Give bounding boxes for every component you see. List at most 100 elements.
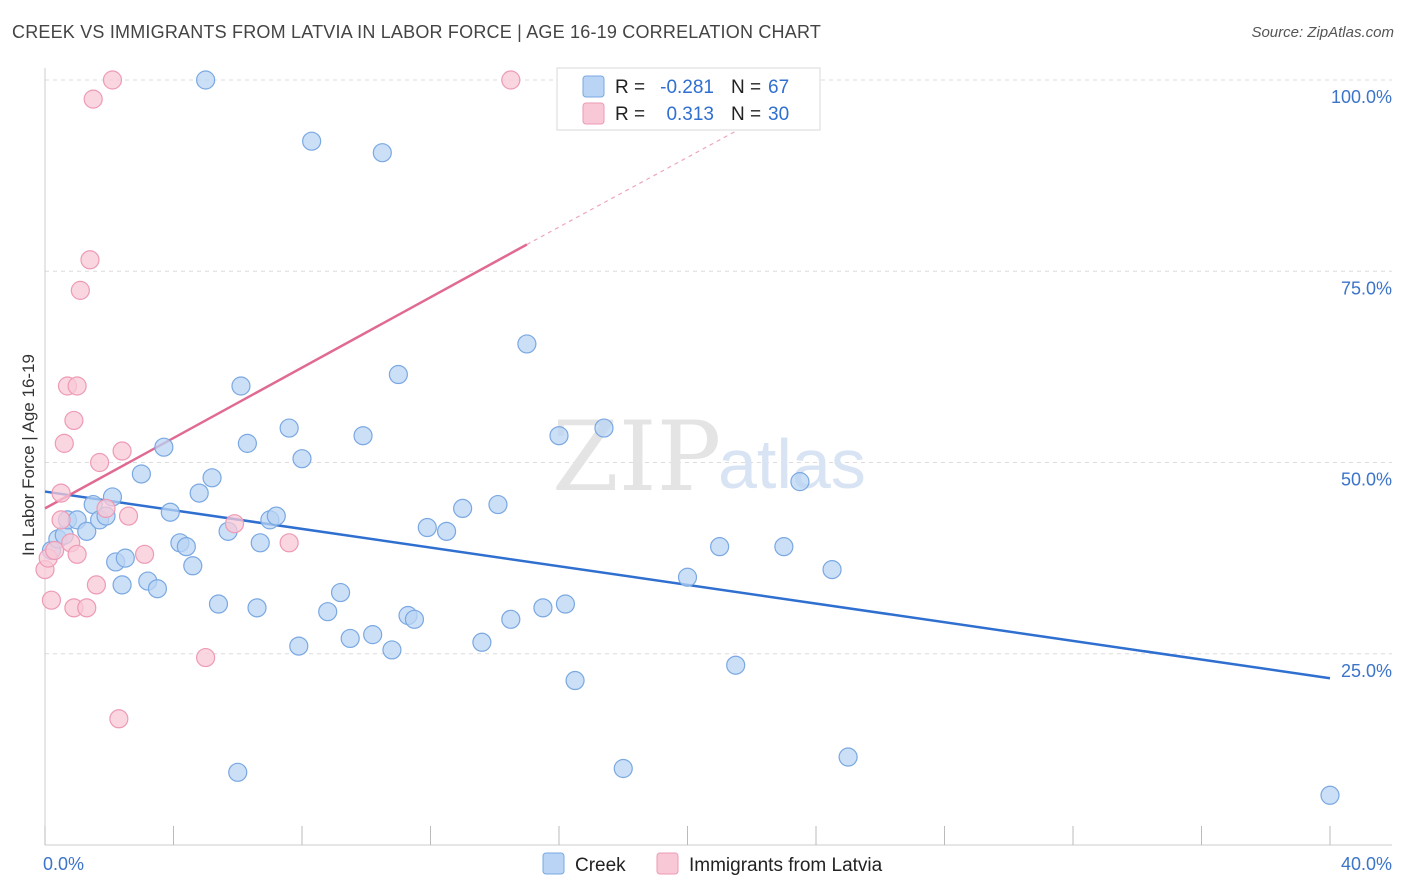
latvia-point <box>90 452 110 473</box>
y-tick-label: 50.0% <box>1341 470 1392 490</box>
creek-point <box>115 548 135 568</box>
creek-point <box>340 628 360 649</box>
latvia-point <box>51 510 71 530</box>
legend: R = -0.281 N = 67 R = 0.313 N = 30 <box>556 67 821 131</box>
latvia-point <box>77 598 97 618</box>
creek-point <box>154 437 174 457</box>
legend-r-value: 0.313 <box>666 104 714 125</box>
legend-swatch-creek <box>582 75 605 98</box>
creek-point <box>196 70 216 90</box>
bottom-legend-creek: Creek <box>575 855 626 876</box>
creek-point <box>77 521 97 541</box>
creek-point <box>318 602 338 622</box>
bottom-legend-swatch-creek <box>542 852 565 875</box>
creek-point <box>228 762 248 782</box>
latvia-point <box>70 280 90 300</box>
creek-point <box>237 433 257 453</box>
chart-title: CREEK VS IMMIGRANTS FROM LATVIA IN LABOR… <box>12 22 822 42</box>
latvia-point <box>501 70 521 90</box>
latvia-point <box>64 410 84 431</box>
creek-point <box>279 418 299 438</box>
creek-point <box>176 537 196 557</box>
creek-point <box>302 131 322 151</box>
legend-r-label: R = <box>615 104 645 125</box>
creek-point <box>594 418 614 438</box>
source-credit: Source: ZipAtlas.com <box>1251 24 1394 41</box>
creek-point <box>363 625 383 645</box>
creek-point <box>549 426 569 446</box>
latvia-point <box>45 540 65 561</box>
creek-point <box>208 594 229 614</box>
y-tick-label: 100.0% <box>1331 87 1392 107</box>
creek-point <box>790 472 810 492</box>
legend-n-label: N = <box>731 77 761 98</box>
creek-point <box>555 594 576 614</box>
creek-point <box>417 517 437 538</box>
creek-point <box>838 747 858 767</box>
latvia-point <box>196 647 216 668</box>
y-tick-label: 25.0% <box>1341 661 1392 681</box>
creek-point <box>565 670 585 691</box>
legend-n-value: 30 <box>768 104 789 125</box>
bottom-legend: Creek Immigrants from Latvia <box>542 852 883 876</box>
latvia-point <box>134 544 155 564</box>
legend-r-label: R = <box>615 77 645 98</box>
creek-point <box>501 609 521 629</box>
latvia-point <box>83 89 103 109</box>
creek-point <box>517 334 537 354</box>
creek-point <box>183 556 203 576</box>
creek-point <box>488 494 508 515</box>
creek-point <box>112 575 132 595</box>
data-points <box>35 70 1340 805</box>
creek-point <box>131 464 151 484</box>
latvia-point <box>51 483 71 503</box>
latvia-point <box>41 590 62 610</box>
creek-point <box>147 579 168 599</box>
legend-n-label: N = <box>731 104 761 125</box>
grid-lines <box>45 79 1392 655</box>
latvia-point <box>109 709 129 729</box>
x-tick-label-max: 40.0% <box>1341 854 1392 874</box>
creek-point <box>822 559 842 580</box>
creek-point <box>231 376 251 396</box>
creek-point <box>710 537 730 557</box>
legend-r-value: -0.281 <box>660 77 714 98</box>
y-tick-label: 75.0% <box>1341 278 1392 298</box>
creek-point <box>382 640 402 660</box>
creek-point <box>404 609 425 629</box>
watermark-atlas: atlas <box>718 425 866 503</box>
latvia-point <box>54 433 74 453</box>
bottom-legend-swatch-latvia <box>656 852 679 875</box>
latvia-point <box>279 533 299 553</box>
creek-point <box>250 533 270 553</box>
creek-point <box>774 537 794 557</box>
creek-point <box>292 449 312 469</box>
creek-point <box>266 506 286 526</box>
x-tick-label-min: 0.0% <box>43 854 84 874</box>
creek-point <box>613 758 633 779</box>
creek-point <box>453 498 473 518</box>
creek-point <box>533 598 553 618</box>
creek-point <box>353 426 373 446</box>
latvia-point <box>67 544 87 564</box>
latvia-point <box>80 250 100 270</box>
latvia-point <box>67 376 87 396</box>
creek-point <box>677 567 698 587</box>
creek-point <box>472 632 492 652</box>
creek-point <box>160 502 180 522</box>
creek-point <box>436 521 457 541</box>
creek-point <box>189 483 209 503</box>
latvia-point <box>102 70 123 90</box>
latvia-point <box>224 514 245 534</box>
tick-labels: 25.0% 50.0% 75.0% 100.0% 0.0% 40.0% <box>43 87 1392 874</box>
legend-n-value: 67 <box>768 77 789 98</box>
creek-point <box>1320 785 1340 805</box>
latvia-trend-line <box>44 243 528 510</box>
creek-point <box>202 468 222 488</box>
axes <box>44 68 1392 846</box>
latvia-point <box>112 441 132 461</box>
bottom-legend-latvia: Immigrants from Latvia <box>689 855 883 876</box>
creek-point <box>247 598 267 618</box>
latvia-point <box>86 575 107 595</box>
